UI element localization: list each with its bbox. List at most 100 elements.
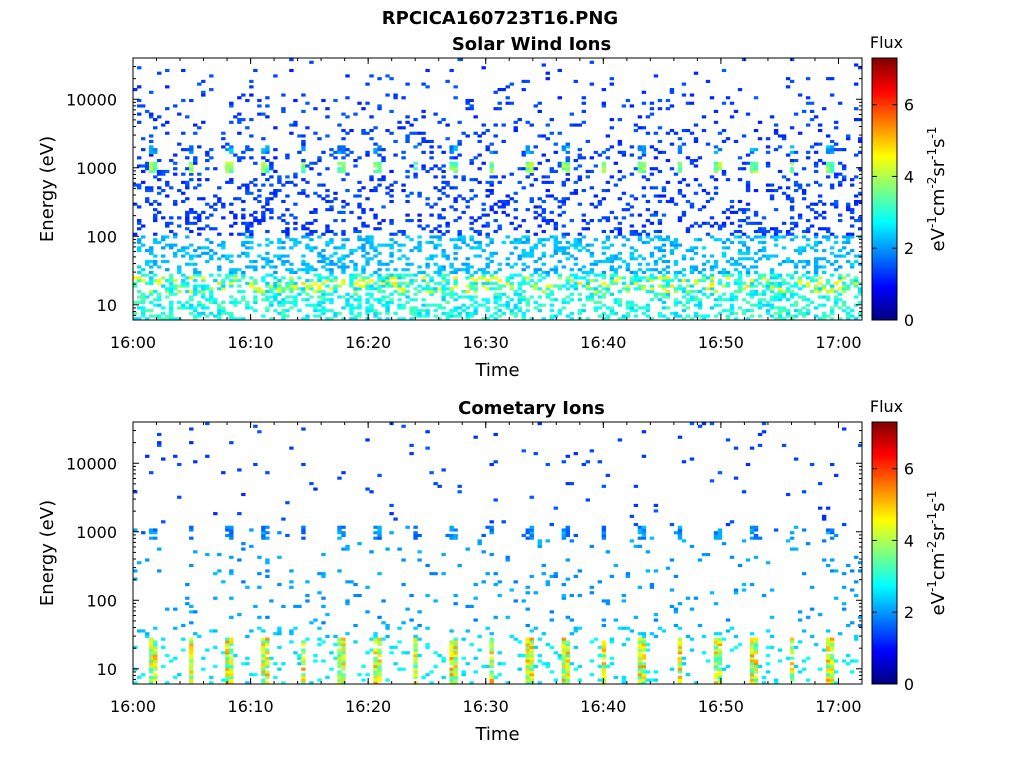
spectrogram-cell: [565, 167, 570, 171]
spectrogram-cell: [789, 197, 795, 201]
spectrogram-cell: [549, 180, 554, 184]
spectrogram-cell: [329, 205, 334, 209]
spectrogram-cell: [589, 156, 595, 160]
spectrogram-cell: [277, 667, 282, 671]
spectrogram-cell: [245, 300, 250, 305]
spectrogram-cell: [321, 98, 326, 103]
spectrogram-cell: [773, 128, 779, 133]
spectrogram-cell: [193, 309, 198, 313]
spectrogram-cell: [393, 273, 398, 277]
spectrogram-cell: [805, 238, 811, 242]
spectrogram-cell: [453, 148, 458, 152]
spectrogram-cell: [377, 287, 382, 291]
spectrogram-cell: [661, 186, 667, 190]
spectrogram-cell: [601, 643, 607, 647]
spectrogram-cell: [545, 273, 550, 277]
spectrogram-cell: [321, 553, 326, 557]
spectrogram-cell: [153, 659, 158, 663]
spectrogram-cell: [341, 128, 346, 133]
spectrogram-cell: [637, 148, 643, 152]
spectrogram-cell: [385, 276, 390, 280]
spectrogram-cell: [417, 246, 422, 250]
spectrogram-cell: [693, 251, 699, 255]
spectrogram-cell: [589, 262, 595, 266]
spectrogram-cell: [701, 128, 707, 133]
spectrogram-cell: [749, 678, 755, 682]
spectrogram-cell: [581, 462, 587, 467]
spectrogram-cell: [261, 678, 266, 682]
spectrogram-cell: [441, 468, 446, 472]
spectrogram-cell: [693, 238, 699, 242]
spectrogram-cell: [493, 175, 498, 179]
spectrogram-cell: [641, 161, 647, 165]
spectrogram-cell: [725, 96, 731, 100]
spectrogram-cell: [561, 536, 566, 540]
spectrogram-cell: [365, 197, 370, 201]
spectrogram-cell: [261, 213, 266, 217]
spectrogram-cell: [481, 284, 486, 288]
spectrogram-cell: [649, 221, 655, 225]
spectrogram-cell: [701, 317, 707, 321]
spectrogram-cell: [253, 289, 258, 294]
spectrogram-cell: [417, 623, 422, 628]
spectrogram-cell: [589, 292, 595, 296]
spectrogram-cell: [497, 309, 502, 313]
spectrogram-cell: [829, 645, 835, 649]
spectrogram-cell: [673, 276, 679, 280]
spectrogram-cell: [277, 289, 282, 294]
spectrogram-cell: [685, 229, 691, 234]
spectrogram-cell: [529, 495, 534, 499]
spectrogram-cell: [829, 309, 835, 313]
spectrogram-cell: [565, 287, 570, 291]
spectrogram-cell: [189, 295, 194, 299]
spectrogram-cell: [693, 298, 699, 302]
spectrogram-cell: [825, 563, 831, 568]
spectrogram-cell: [769, 284, 775, 288]
spectrogram-cell: [713, 169, 719, 174]
spectrogram-cell: [137, 98, 142, 103]
spectrogram-cell: [137, 104, 142, 108]
spectrogram-cell: [677, 659, 683, 663]
spectrogram-cell: [205, 216, 210, 220]
spectrogram-cell: [265, 104, 270, 108]
spectrogram-cell: [813, 287, 819, 291]
spectrogram-cell: [169, 303, 174, 307]
spectrogram-cell: [549, 298, 554, 302]
spectrogram-cell: [273, 74, 278, 78]
spectrogram-cell: [245, 681, 250, 685]
spectrogram-cell: [657, 292, 663, 296]
spectrogram-cell: [181, 191, 186, 195]
spectrogram-cell: [761, 284, 767, 288]
spectrogram-cell: [521, 298, 526, 302]
spectrogram-cell: [353, 273, 358, 277]
spectrogram-cell: [401, 621, 406, 625]
spectrogram-cell: [429, 681, 434, 685]
spectrogram-cell: [261, 536, 266, 540]
spectrogram-cell: [609, 292, 615, 296]
spectrogram-cell: [261, 298, 266, 302]
spectrogram-cell: [321, 257, 326, 261]
spectrogram-cell: [821, 311, 827, 315]
spectrogram-cell: [433, 243, 438, 247]
spectrogram-cell: [305, 580, 310, 584]
spectrogram-cell: [789, 645, 795, 649]
spectrogram-cell: [821, 295, 827, 299]
spectrogram-cell: [477, 254, 482, 258]
spectrogram-cell: [241, 492, 246, 497]
spectrogram-cell: [705, 659, 711, 663]
spectrogram-cell: [741, 281, 747, 285]
spectrogram-cell: [149, 531, 154, 535]
spectrogram-cell: [205, 150, 210, 154]
spectrogram-cell: [249, 180, 254, 184]
spectrogram-cell: [453, 85, 458, 89]
spectrogram-cell: [317, 303, 322, 307]
spectrogram-cell: [197, 145, 202, 149]
spectrogram-cell: [437, 265, 442, 269]
spectrogram-cell: [517, 254, 522, 258]
spectrogram-cell: [189, 276, 194, 280]
spectrogram-cell: [157, 71, 162, 75]
spectrogram-cell: [657, 229, 663, 234]
spectrogram-cell: [237, 512, 242, 516]
spectrogram-cell: [345, 254, 350, 258]
spectrogram-cell: [437, 243, 442, 247]
